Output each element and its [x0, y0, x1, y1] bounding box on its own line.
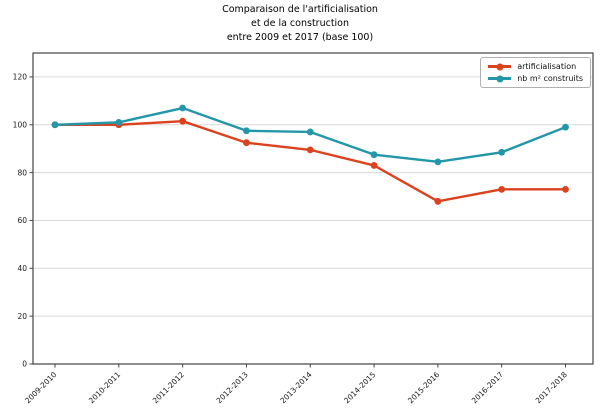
data-point — [243, 139, 250, 147]
x-tick-label: 2017-2018 — [534, 370, 569, 405]
x-tick-label: 2011-2012 — [151, 370, 186, 405]
x-tick-label: 2015-2016 — [406, 370, 441, 405]
data-point — [306, 146, 314, 154]
data-point — [179, 104, 187, 112]
x-tick-label: 2009-2010 — [23, 370, 58, 405]
plot-frame — [32, 52, 594, 365]
y-tick-label: 80 — [17, 168, 27, 177]
legend-item-nb-m2-construits: nb m² construits — [488, 74, 583, 83]
data-point — [179, 117, 187, 125]
data-point — [434, 197, 442, 205]
y-tick-label: 20 — [17, 312, 27, 321]
x-tick-label: 2013-2014 — [278, 370, 313, 405]
y-tick-label: 40 — [17, 264, 27, 273]
data-point — [562, 185, 569, 193]
x-tick-label: 2010-2011 — [87, 370, 122, 405]
data-point — [51, 121, 59, 129]
chart-title: Comparaison de l'artificialisation et de… — [0, 3, 600, 45]
chart-title-line-1: Comparaison de l'artificialisation — [222, 4, 378, 15]
legend-line-marker-icon — [488, 62, 512, 71]
legend-line-marker-icon — [488, 74, 512, 83]
y-tick-label: 60 — [17, 216, 27, 225]
legend: artificialisation nb m² construits — [480, 57, 591, 88]
legend-label-nb-m2-construits: nb m² construits — [517, 74, 583, 83]
x-tick-label: 2012-2013 — [215, 370, 250, 405]
y-tick-label: 0 — [22, 360, 27, 369]
chart-title-line-3: entre 2009 et 2017 (base 100) — [226, 32, 374, 43]
data-point — [243, 127, 250, 135]
data-point — [562, 123, 569, 131]
data-point — [434, 158, 442, 166]
data-point — [115, 118, 123, 126]
x-tick-label: 2014-2015 — [342, 370, 377, 405]
data-point — [370, 162, 378, 169]
legend-item-artificialisation: artificialisation — [488, 62, 583, 71]
data-point — [498, 185, 506, 193]
legend-dot — [496, 63, 504, 70]
legend-dot — [496, 75, 504, 82]
data-point — [498, 148, 506, 156]
y-tick-label: 100 — [13, 120, 28, 129]
data-point — [306, 128, 314, 136]
y-tick-label: 120 — [13, 73, 28, 82]
chart-title-line-2: et de la construction — [250, 18, 350, 29]
data-point — [370, 151, 378, 159]
x-tick-label: 2016-2017 — [470, 370, 505, 405]
legend-label-artificialisation: artificialisation — [517, 62, 577, 71]
